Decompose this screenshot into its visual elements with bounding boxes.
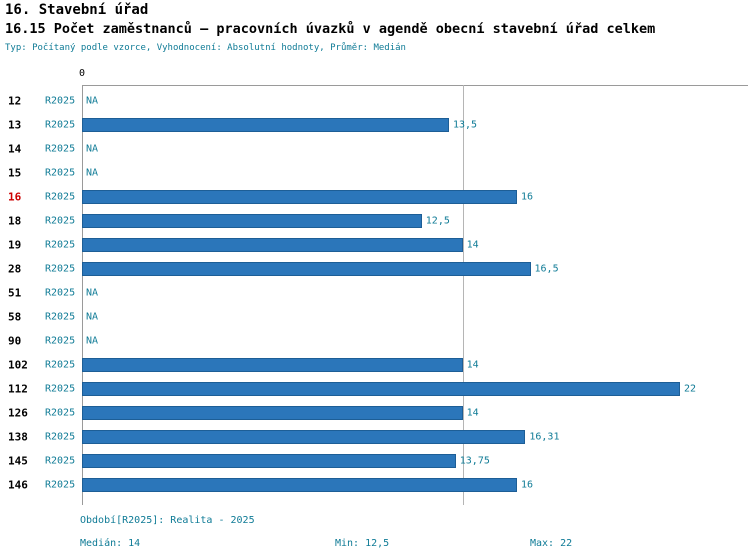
y-axis-line <box>82 85 83 505</box>
report-subtitle: 16.15 Počet zaměstnanců – pracovních úva… <box>5 21 656 37</box>
na-label: NA <box>86 287 99 299</box>
row-category-label: 138 <box>8 430 28 444</box>
row-category-label: 112 <box>8 382 28 396</box>
row-category-label: 13 <box>8 118 22 132</box>
row-category-label: 18 <box>8 214 22 228</box>
row-category-label: 28 <box>8 262 22 276</box>
chart-row: 13 R2025 13,5 <box>0 113 750 137</box>
row-category-label: 14 <box>8 142 22 156</box>
row-period-label: R2025 <box>45 335 76 347</box>
bar <box>82 430 526 444</box>
na-label: NA <box>86 335 99 347</box>
row-period-label: R2025 <box>45 431 76 443</box>
na-label: NA <box>86 167 99 179</box>
row-period-label: R2025 <box>45 455 76 467</box>
bar-value-label: 13,75 <box>459 455 490 467</box>
bar-value-label: 13,5 <box>452 119 478 131</box>
report-title: 16. Stavební úřad <box>5 2 149 18</box>
bar-value-label: 22 <box>684 383 697 395</box>
bar-value-label: 14 <box>466 407 479 419</box>
bar <box>82 358 463 372</box>
bar-value-label: 16 <box>520 479 533 491</box>
bar-value-label: 16,31 <box>529 431 560 443</box>
chart-row: 102 R2025 14 <box>0 353 750 377</box>
row-period-label: R2025 <box>45 311 76 323</box>
na-label: NA <box>86 311 99 323</box>
chart-row: 145 R2025 13,75 <box>0 449 750 473</box>
chart-row: 19 R2025 14 <box>0 233 750 257</box>
chart-row: 58 R2025 NA <box>0 305 750 329</box>
footer-max: Max: 22 <box>530 538 573 549</box>
row-category-label: 58 <box>8 310 22 324</box>
footer-period: Období[R2025]: Realita - 2025 <box>80 515 255 526</box>
row-period-label: R2025 <box>45 407 76 419</box>
x-axis-origin-label: 0 <box>78 68 86 79</box>
chart-row: 15 R2025 NA <box>0 161 750 185</box>
chart-row: 16 R2025 16 <box>0 185 750 209</box>
row-category-label: 90 <box>8 334 22 348</box>
row-category-label: 16 <box>8 190 22 204</box>
report-meta: Typ: Počítaný podle vzorce, Vyhodnocení:… <box>5 43 406 53</box>
na-label: NA <box>86 95 99 107</box>
chart-row: 28 R2025 16,5 <box>0 257 750 281</box>
chart-row: 51 R2025 NA <box>0 281 750 305</box>
bar <box>82 478 517 492</box>
chart-row: 12 R2025 NA <box>0 89 750 113</box>
row-period-label: R2025 <box>45 383 76 395</box>
bar <box>82 262 531 276</box>
row-category-label: 51 <box>8 286 22 300</box>
bar <box>82 382 681 396</box>
row-period-label: R2025 <box>45 143 76 155</box>
bar-value-label: 16 <box>520 191 533 203</box>
bar <box>82 406 463 420</box>
na-label: NA <box>86 143 99 155</box>
row-period-label: R2025 <box>45 119 76 131</box>
row-period-label: R2025 <box>45 95 76 107</box>
bar <box>82 454 456 468</box>
row-category-label: 145 <box>8 454 28 468</box>
chart-row: 18 R2025 12,5 <box>0 209 750 233</box>
chart-row: 112 R2025 22 <box>0 377 750 401</box>
row-period-label: R2025 <box>45 167 76 179</box>
row-category-label: 12 <box>8 94 22 108</box>
row-period-label: R2025 <box>45 287 76 299</box>
row-period-label: R2025 <box>45 479 76 491</box>
row-category-label: 126 <box>8 406 28 420</box>
chart-row: 90 R2025 NA <box>0 329 750 353</box>
x-axis-line <box>82 85 748 86</box>
bar <box>82 190 517 204</box>
bar <box>82 214 422 228</box>
row-category-label: 19 <box>8 238 22 252</box>
footer-min: Min: 12,5 <box>335 538 390 549</box>
bar <box>82 118 449 132</box>
row-period-label: R2025 <box>45 239 76 251</box>
bar-value-label: 14 <box>466 239 479 251</box>
median-gridline <box>462 85 464 505</box>
row-category-label: 15 <box>8 166 22 180</box>
chart-row: 146 R2025 16 <box>0 473 750 497</box>
bar-value-label: 16,5 <box>534 263 559 275</box>
bar <box>82 238 463 252</box>
chart-row: 126 R2025 14 <box>0 401 750 425</box>
row-period-label: R2025 <box>45 215 76 227</box>
row-period-label: R2025 <box>45 359 76 371</box>
bar-value-label: 12,5 <box>425 215 450 227</box>
chart-row: 138 R2025 16,31 <box>0 425 750 449</box>
footer-median: Medián: 14 <box>80 538 141 549</box>
bar-value-label: 14 <box>466 359 479 371</box>
chart-rows: 12 R2025 NA 13 R2025 13,5 14 R2025 NA 15 R2025 NA 16… <box>0 89 750 497</box>
row-category-label: 146 <box>8 478 28 492</box>
row-period-label: R2025 <box>45 191 76 203</box>
chart-row: 14 R2025 NA <box>0 137 750 161</box>
row-period-label: R2025 <box>45 263 76 275</box>
row-category-label: 102 <box>8 358 28 372</box>
